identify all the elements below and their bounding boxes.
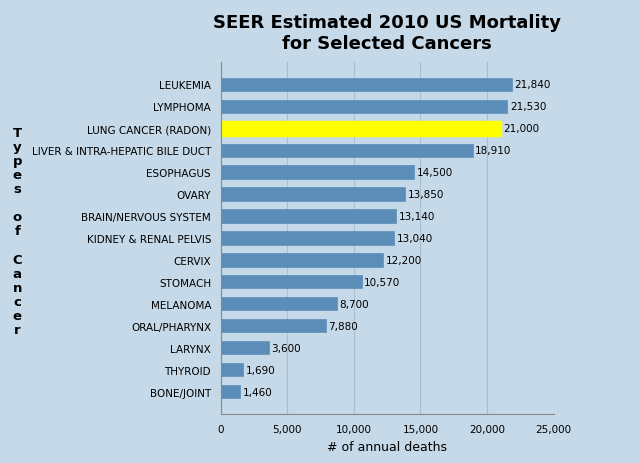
Bar	[221, 341, 269, 355]
Title: SEER Estimated 2010 US Mortality
for Selected Cancers: SEER Estimated 2010 US Mortality for Sel…	[213, 14, 561, 53]
Text: 13,850: 13,850	[408, 190, 444, 200]
Bar	[221, 79, 511, 92]
Text: 14,500: 14,500	[417, 168, 452, 178]
Bar	[221, 319, 326, 332]
Text: 3,600: 3,600	[271, 343, 301, 353]
Bar	[221, 298, 337, 311]
Bar	[221, 100, 508, 113]
Text: 13,140: 13,140	[398, 212, 435, 221]
Text: 21,840: 21,840	[514, 80, 550, 90]
Text: 7,880: 7,880	[328, 321, 358, 331]
Text: 21,000: 21,000	[503, 124, 539, 134]
Text: 1,460: 1,460	[243, 387, 273, 397]
Bar	[221, 385, 240, 398]
Bar	[221, 144, 472, 157]
Bar	[221, 188, 405, 201]
Bar	[221, 254, 383, 267]
Text: 12,200: 12,200	[386, 256, 422, 265]
Text: 21,530: 21,530	[510, 102, 547, 112]
Bar	[221, 275, 362, 289]
X-axis label: # of annual deaths: # of annual deaths	[327, 439, 447, 452]
Bar	[221, 166, 414, 179]
Bar	[221, 363, 243, 376]
Text: 8,700: 8,700	[339, 299, 369, 309]
Text: 13,040: 13,040	[397, 233, 433, 244]
Text: 10,570: 10,570	[364, 277, 401, 287]
Bar	[221, 232, 394, 245]
Bar	[221, 122, 500, 136]
Text: 1,690: 1,690	[246, 365, 276, 375]
Bar	[221, 210, 396, 223]
Text: 18,910: 18,910	[475, 146, 511, 156]
Text: T
y
p
e
s

o
f

C
a
n
c
e
r: T y p e s o f C a n c e r	[12, 127, 22, 336]
